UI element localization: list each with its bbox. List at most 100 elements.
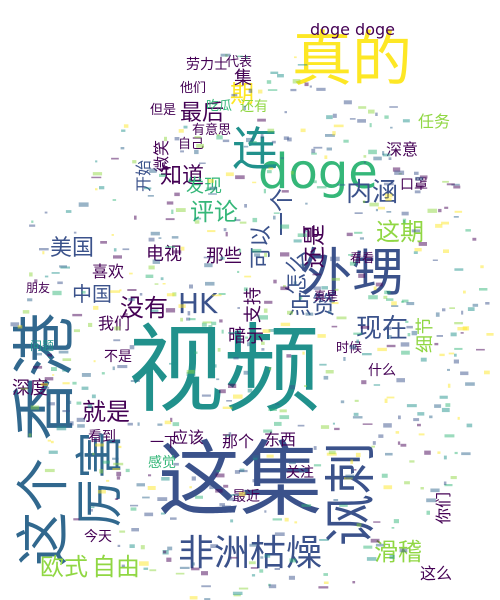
texture-mark [57, 281, 63, 285]
word: 自己 [178, 137, 205, 152]
texture-mark [384, 398, 388, 403]
texture-mark [472, 237, 477, 241]
texture-mark [479, 288, 488, 291]
texture-mark [465, 382, 475, 386]
texture-mark [457, 416, 460, 420]
texture-mark [145, 274, 154, 278]
texture-mark [117, 544, 121, 547]
texture-mark [404, 481, 410, 485]
texture-mark [270, 71, 279, 74]
texture-mark [444, 484, 453, 487]
texture-mark [154, 283, 159, 285]
texture-mark [140, 545, 145, 550]
texture-mark [189, 596, 198, 600]
texture-mark [385, 452, 393, 456]
texture-mark [139, 561, 149, 566]
word: 这集 [158, 433, 323, 528]
texture-mark [432, 259, 438, 261]
word: 问题 [30, 339, 55, 353]
texture-mark [147, 486, 156, 490]
word: 连 [232, 122, 278, 176]
word: 吃瓜 [206, 99, 233, 114]
texture-mark [113, 248, 117, 252]
texture-mark [326, 115, 333, 120]
texture-mark [101, 372, 105, 375]
texture-mark [244, 275, 252, 278]
texture-mark [148, 237, 155, 242]
texture-mark [136, 483, 145, 487]
texture-mark [300, 128, 306, 133]
word: 今天 [84, 529, 112, 545]
word: 视频 [128, 314, 320, 426]
texture-mark [363, 545, 373, 549]
texture-mark [424, 450, 431, 455]
texture-mark [353, 412, 359, 416]
texture-mark [78, 202, 89, 207]
texture-mark [95, 188, 98, 191]
texture-mark [391, 305, 399, 307]
texture-mark [130, 504, 139, 507]
texture-mark [417, 423, 421, 427]
texture-mark [442, 308, 446, 312]
texture-mark [359, 237, 364, 240]
word: 外甥 [300, 244, 405, 304]
texture-mark [81, 373, 91, 377]
word: 有意思 [192, 123, 232, 138]
texture-mark [454, 353, 457, 357]
texture-mark [323, 581, 329, 584]
texture-mark [39, 248, 49, 251]
texture-mark [144, 512, 154, 517]
texture-mark [237, 307, 240, 309]
texture-mark [435, 223, 443, 228]
texture-mark [166, 201, 174, 205]
texture-mark [222, 139, 230, 143]
texture-mark [29, 272, 33, 277]
texture-mark [122, 248, 130, 251]
texture-mark [120, 147, 125, 150]
word: 评论 [190, 198, 238, 226]
word: 细节 [415, 317, 436, 353]
word: 那些 [206, 246, 242, 267]
texture-mark [381, 473, 388, 478]
word: 口罩 [400, 177, 428, 193]
texture-mark [454, 347, 463, 350]
texture-mark [166, 557, 172, 562]
texture-mark [332, 422, 335, 425]
word: 就是 [82, 398, 130, 426]
texture-mark [111, 157, 119, 160]
word: 你们 [434, 491, 454, 525]
texture-mark [460, 332, 464, 334]
texture-mark [454, 210, 463, 213]
word: 美国 [50, 236, 95, 261]
texture-mark [349, 118, 356, 120]
texture-mark [233, 594, 241, 597]
texture-mark [252, 181, 257, 184]
texture-mark [175, 208, 186, 212]
texture-mark [129, 544, 135, 548]
texture-mark [305, 202, 308, 205]
texture-mark [447, 383, 451, 388]
word: 不是 [104, 349, 132, 365]
texture-mark [476, 348, 485, 351]
texture-mark [237, 270, 240, 273]
texture-mark [320, 425, 330, 429]
texture-mark [386, 396, 395, 399]
texture-mark [460, 371, 469, 376]
word: 这么 [420, 564, 453, 583]
texture-mark [288, 575, 295, 580]
texture-mark [51, 272, 60, 274]
word: 集 [234, 68, 252, 89]
texture-mark [150, 231, 160, 236]
texture-mark [160, 277, 164, 281]
texture-mark [413, 251, 418, 254]
word: 真的 [292, 25, 412, 95]
word: 我们 [98, 314, 131, 333]
texture-mark [398, 173, 402, 175]
texture-mark [232, 591, 243, 595]
texture-mark [420, 357, 427, 362]
texture-mark [91, 176, 102, 179]
texture-mark [207, 230, 216, 233]
texture-mark [27, 298, 33, 302]
texture-mark [264, 300, 273, 304]
